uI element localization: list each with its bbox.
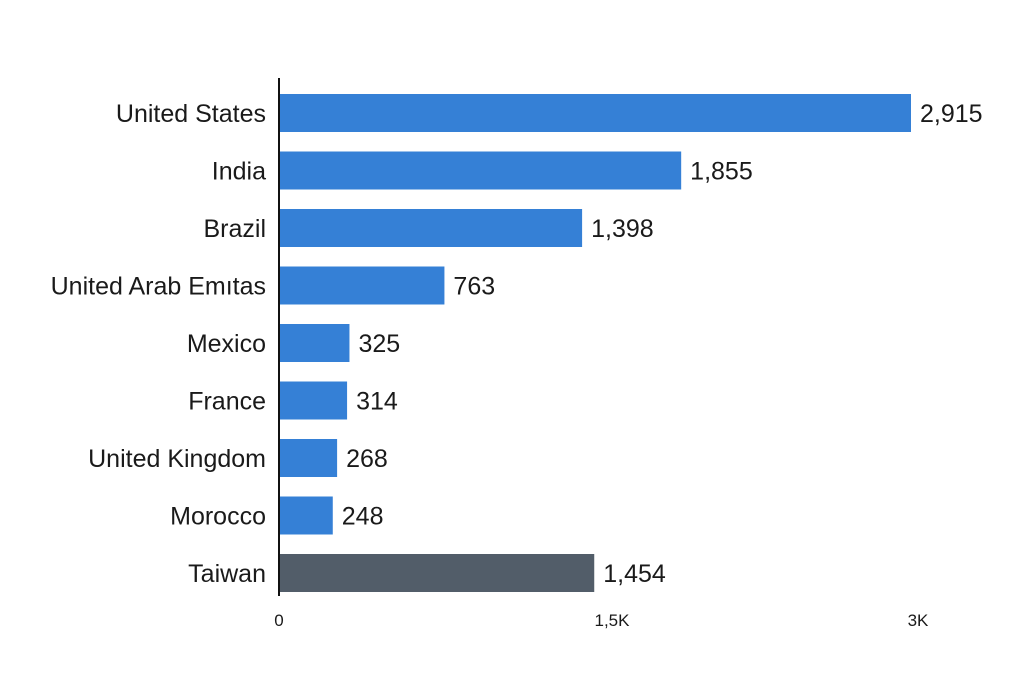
category-label-mexico: Mexico bbox=[187, 330, 266, 358]
category-labels: United States India Brazil United Arab Emıt… bbox=[51, 100, 266, 588]
category-label-brazil: Brazil bbox=[203, 215, 266, 243]
value-label-morocco: 248 bbox=[342, 503, 384, 531]
value-label-mexico: 325 bbox=[358, 330, 400, 358]
value-label-united-arab-em-tas: 763 bbox=[453, 273, 495, 301]
category-label-india: India bbox=[212, 158, 266, 186]
x-tick-label: 0 bbox=[274, 611, 283, 630]
category-label-united-arab-em-tas: United Arab Emıtas bbox=[51, 273, 266, 301]
value-labels: 2,915 1,855 1,398 763 325 314 268 248 1,454 bbox=[342, 100, 983, 588]
bar-united-arab-em-tas bbox=[280, 266, 445, 305]
value-label-india: 1,855 bbox=[690, 158, 753, 186]
bar-india bbox=[280, 151, 682, 190]
bar-united-states bbox=[280, 94, 911, 132]
x-tick-label: 1,5K bbox=[595, 611, 631, 630]
category-label-taiwan: Taiwan bbox=[188, 560, 266, 588]
bar-taiwan bbox=[280, 554, 595, 592]
category-label-morocco: Morocco bbox=[170, 503, 266, 531]
bar-france bbox=[280, 381, 348, 420]
value-label-france: 314 bbox=[356, 388, 398, 416]
bar-brazil bbox=[280, 209, 583, 247]
bar-united-kingdom bbox=[280, 439, 338, 477]
bar-morocco bbox=[280, 496, 333, 535]
bars-group bbox=[280, 94, 911, 592]
x-tick-label: 3K bbox=[908, 611, 929, 630]
x-axis-ticks: 0 1,5K 3K bbox=[274, 611, 929, 630]
value-label-taiwan: 1,454 bbox=[603, 560, 666, 588]
category-label-france: France bbox=[188, 388, 266, 416]
category-label-united-states: United States bbox=[116, 100, 266, 128]
value-label-united-kingdom: 268 bbox=[346, 445, 388, 473]
category-label-united-kingdom: United Kingdom bbox=[88, 445, 266, 473]
value-label-united-states: 2,915 bbox=[920, 100, 983, 128]
bar-mexico bbox=[280, 324, 350, 362]
value-label-brazil: 1,398 bbox=[591, 215, 654, 243]
